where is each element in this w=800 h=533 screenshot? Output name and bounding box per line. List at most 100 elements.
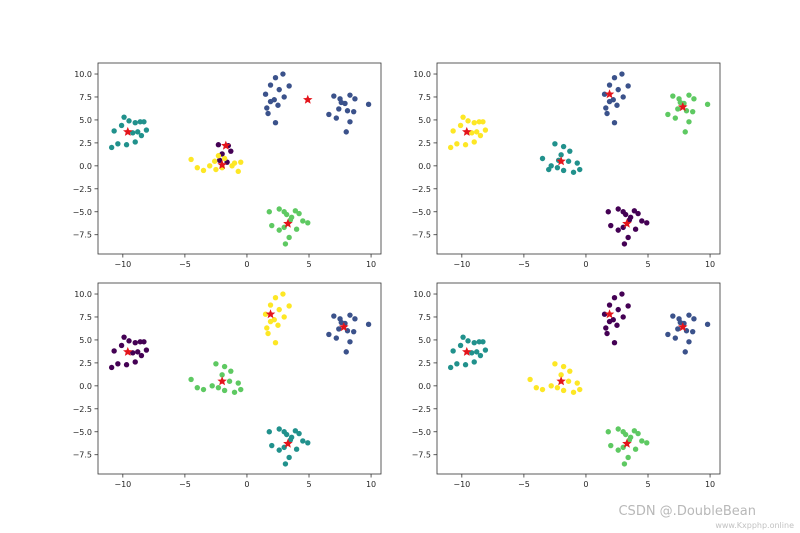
data-point: [143, 127, 150, 133]
centroid-star: [303, 94, 313, 104]
data-point: [235, 380, 241, 386]
y-tick-label: −7.5: [412, 231, 431, 240]
data-point: [457, 342, 464, 349]
data-point: [621, 461, 628, 467]
data-point: [457, 122, 464, 129]
data-point: [286, 303, 292, 309]
data-point: [605, 429, 611, 435]
x-tick-label: 5: [645, 480, 650, 489]
data-point: [480, 339, 486, 345]
data-point: [615, 447, 621, 453]
data-point: [118, 122, 125, 129]
data-point: [460, 114, 466, 120]
data-point: [326, 331, 332, 338]
data-point: [539, 155, 546, 162]
data-point: [469, 350, 475, 356]
data-point: [689, 328, 696, 335]
data-point: [620, 314, 626, 320]
x-tick-label: −5: [179, 260, 191, 269]
data-point: [137, 119, 143, 125]
data-point: [282, 241, 289, 247]
data-point: [621, 241, 628, 247]
data-point: [474, 349, 480, 355]
data-point: [215, 142, 222, 148]
data-point: [215, 153, 222, 159]
data-point: [121, 114, 127, 120]
data-point: [477, 352, 484, 359]
data-point: [272, 339, 279, 346]
data-point: [574, 380, 580, 386]
data-point: [264, 325, 270, 331]
x-tick-label: 10: [705, 480, 715, 489]
centroid-star: [622, 438, 632, 448]
data-point: [108, 364, 115, 371]
data-point: [352, 316, 358, 322]
x-tick-label: 5: [306, 480, 311, 489]
data-point: [611, 339, 618, 346]
y-tick-label: 5.0: [418, 336, 431, 345]
data-point: [567, 148, 573, 154]
y-tick-label: −5.0: [412, 208, 431, 217]
data-point: [137, 339, 143, 345]
data-point: [482, 127, 489, 133]
data-point: [132, 359, 138, 365]
data-point: [267, 318, 274, 325]
x-tick-label: 10: [366, 260, 376, 269]
data-point: [283, 431, 290, 438]
data-point: [280, 71, 286, 77]
data-point: [615, 86, 621, 93]
data-point: [350, 328, 357, 335]
data-point: [269, 442, 275, 449]
data-point: [231, 389, 238, 395]
data-point: [283, 211, 290, 218]
data-point: [682, 349, 688, 355]
data-point: [352, 96, 358, 102]
data-point: [343, 349, 349, 355]
data-point: [272, 294, 279, 301]
data-point: [632, 446, 639, 452]
scatter-panel-bottom-right: −10 −5 0 5 10 10.0 7.5 5.0 2.5 0.0 −2.5 −5.0 −7.5: [412, 282, 721, 489]
plot-area: [436, 282, 721, 475]
data-point: [118, 342, 125, 349]
data-point: [123, 362, 130, 368]
data-point: [686, 312, 692, 318]
data-point: [476, 119, 482, 125]
plot-area: [97, 282, 382, 475]
centroid-star: [217, 376, 227, 386]
y-tick-label: 2.5: [418, 139, 431, 148]
data-point: [207, 163, 213, 169]
data-point: [450, 128, 456, 134]
data-point: [286, 454, 292, 461]
data-point: [293, 226, 300, 232]
x-tick-label: 0: [244, 260, 249, 269]
data-point: [644, 440, 650, 446]
data-point: [554, 164, 561, 171]
data-point: [262, 311, 269, 317]
data-point: [343, 129, 349, 135]
centroid-star: [339, 322, 349, 332]
data-point: [216, 157, 223, 164]
data-point: [570, 169, 577, 175]
data-point: [292, 428, 299, 434]
y-tick-label: −2.5: [73, 185, 92, 194]
data-point: [200, 167, 207, 174]
data-point: [135, 349, 141, 355]
data-point: [471, 359, 477, 365]
data-point: [603, 105, 609, 111]
data-point: [141, 339, 147, 345]
data-point: [577, 166, 583, 173]
centroid-star: [622, 218, 632, 228]
y-tick-label: 10.0: [74, 290, 92, 299]
data-point: [292, 208, 299, 214]
data-point: [336, 326, 342, 332]
y-tick-label: −2.5: [412, 185, 431, 194]
data-point: [188, 156, 194, 163]
data-point: [677, 99, 683, 106]
data-point: [132, 139, 138, 145]
y-tick-label: −5.0: [73, 208, 92, 217]
data-point: [548, 383, 554, 389]
data-point: [469, 130, 475, 136]
x-tick-label: −10: [114, 480, 131, 489]
data-point: [560, 387, 567, 394]
